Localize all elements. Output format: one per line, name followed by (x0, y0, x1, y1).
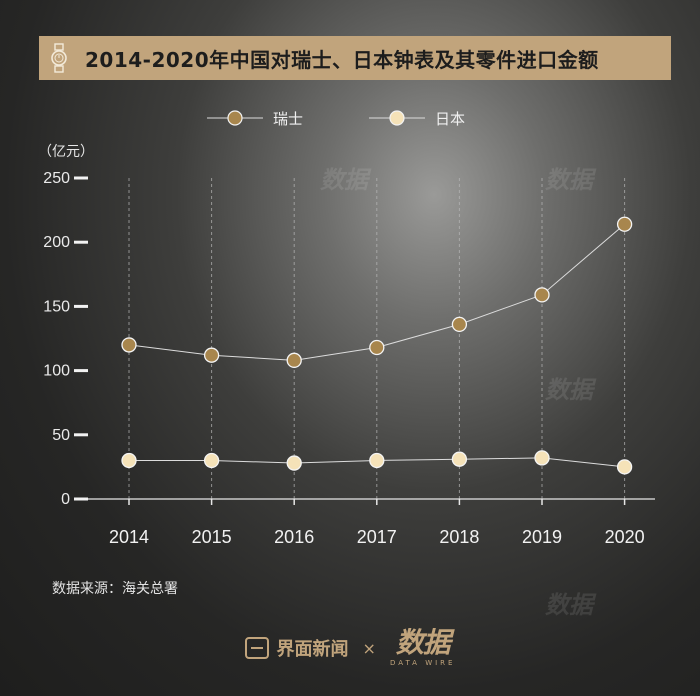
x-tick-label: 2018 (439, 527, 479, 547)
footer: 界面新闻 × 数据 DATA WIRE (0, 618, 700, 678)
data-point-swiss (616, 216, 633, 232)
watermark: 数据 (545, 166, 593, 194)
legend-item-japan: 日本 (367, 108, 465, 129)
y-tick-label: 200 (43, 234, 70, 251)
watermark: 数据 (545, 376, 593, 404)
y-tick-label: 50 (52, 427, 70, 444)
data-point-swiss (451, 316, 468, 333)
legend-swatch-swiss (207, 110, 263, 126)
data-point-japan (203, 452, 220, 469)
y-tick-label: 0 (61, 491, 70, 508)
data-point-japan (451, 451, 468, 467)
brand-name: 界面新闻 (276, 639, 349, 660)
x-tick-label: 2015 (192, 527, 232, 547)
legend-label-swiss: 瑞士 (273, 109, 304, 128)
jiemian-logo-icon (244, 637, 269, 659)
data-point-japan (616, 459, 633, 475)
y-tick-label: 100 (43, 363, 70, 380)
x-tick-label: 2014 (109, 527, 149, 547)
data-wire-sub: DATA WIRE (389, 659, 456, 667)
x-tick-label: 2016 (274, 527, 314, 547)
y-tick-label: 150 (43, 298, 70, 315)
chart-title: 2014-2020年中国对瑞士、日本钟表及其零件进口金额 (85, 47, 599, 72)
data-point-swiss (121, 337, 137, 353)
title-band: 2014-2020年中国对瑞士、日本钟表及其零件进口金额 (39, 36, 671, 80)
data-point-japan (121, 452, 137, 469)
legend-label-japan: 日本 (435, 109, 466, 128)
data-wire-logo: 数据 DATA WIRE (389, 626, 456, 668)
data-point-japan (286, 455, 302, 471)
watermark: 数据 (320, 166, 368, 194)
legend-swatch-japan (369, 110, 426, 126)
jiemian-brand: 界面新闻 (244, 635, 349, 661)
times-symbol: × (362, 638, 376, 658)
legend-item-swiss: 瑞士 (205, 108, 303, 129)
data-point-swiss (534, 287, 550, 303)
y-tick-label: 250 (43, 170, 70, 187)
data-point-swiss (286, 352, 302, 368)
x-tick-label: 2017 (357, 527, 397, 547)
x-tick-label: 2020 (605, 527, 645, 547)
watermark: 数据 (545, 591, 593, 619)
data-source: 数据来源：海关总署 (52, 581, 178, 597)
data-point-japan (534, 450, 550, 466)
y-axis-unit: （亿元） (38, 144, 94, 160)
watch-icon (39, 36, 79, 80)
legend: 瑞士 日本 (205, 106, 529, 130)
data-point-japan (369, 452, 385, 469)
data-wire-mark: 数据 (395, 626, 451, 659)
data-point-swiss (369, 339, 385, 356)
x-tick-label: 2019 (522, 527, 562, 547)
data-point-swiss (203, 347, 220, 363)
